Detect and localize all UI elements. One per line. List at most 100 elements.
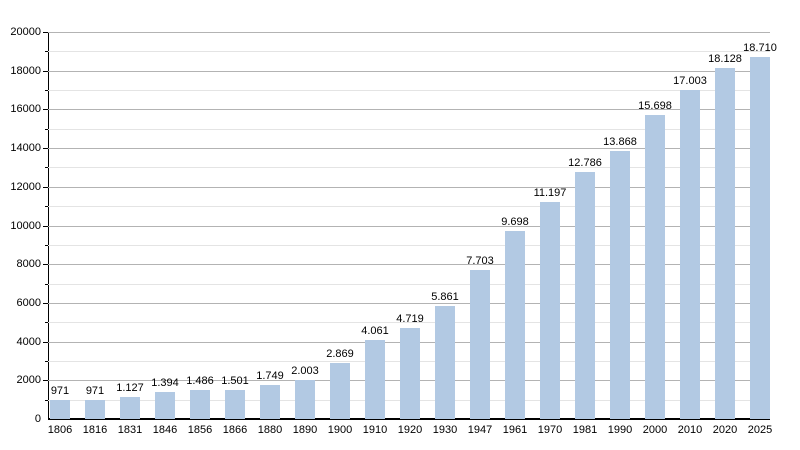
bar-value-label: 18.128	[708, 53, 742, 66]
bar-value-label: 971	[50, 385, 70, 398]
gridline-minor	[48, 206, 770, 208]
bar-1961	[505, 231, 525, 419]
x-axis-tick-label: 1866	[222, 424, 248, 436]
y-tick-major	[43, 32, 48, 33]
x-axis-tick-label: 1856	[187, 424, 213, 436]
bar-value-label: 5.861	[431, 290, 459, 303]
bar-value-label: 18.710	[743, 41, 777, 54]
bar-1880	[260, 385, 280, 419]
bar-2010	[680, 89, 700, 419]
y-tick-minor	[45, 399, 48, 401]
y-tick-minor	[45, 167, 48, 169]
bar-value-label: 15.698	[638, 100, 672, 113]
x-axis-tick-label: 1930	[432, 424, 458, 436]
bar-1846	[155, 392, 175, 419]
y-axis-tick-label: 10000	[10, 219, 41, 232]
x-axis-line	[48, 418, 770, 420]
y-tick-minor	[45, 51, 48, 53]
bar-value-label: 4.061	[361, 325, 389, 338]
y-axis-tick-label: 6000	[16, 296, 41, 309]
x-axis-tick-label: 1880	[257, 424, 283, 436]
y-tick-minor	[45, 206, 48, 208]
bar-value-label: 2.003	[291, 365, 319, 378]
x-axis-tick-label: 1990	[607, 424, 633, 436]
bar-value-label: 2.869	[326, 348, 354, 361]
bar-1831	[120, 397, 140, 419]
y-tick-minor	[45, 128, 48, 130]
bar-1816	[85, 400, 105, 419]
y-tick-major	[43, 109, 48, 111]
bar-value-label: 1.127	[116, 382, 144, 395]
bar-1890	[295, 380, 315, 419]
gridline-major	[48, 32, 770, 33]
y-tick-major	[43, 225, 48, 227]
gridline-minor	[48, 90, 770, 92]
y-tick-major	[43, 70, 48, 72]
x-axis-tick-label: 2020	[712, 424, 738, 436]
x-axis-tick-label: 1947	[467, 424, 493, 436]
x-axis-tick-label: 1920	[397, 424, 423, 436]
y-tick-major	[43, 341, 48, 343]
x-axis-tick-label: 2025	[747, 424, 773, 436]
bar-value-label: 1.486	[186, 375, 214, 388]
y-tick-minor	[45, 360, 48, 362]
gridline-minor	[48, 51, 770, 53]
y-axis-tick-label: 4000	[16, 335, 41, 348]
gridline-minor	[48, 283, 770, 285]
x-axis-tick-label: 1961	[502, 424, 528, 436]
bar-value-label: 4.719	[396, 312, 424, 325]
gridline-minor	[48, 322, 770, 324]
bar-value-label: 9.698	[501, 216, 529, 229]
gridline-major	[48, 70, 770, 72]
bar-1920	[400, 327, 420, 419]
bar-value-label: 17.003	[673, 74, 707, 87]
bar-1947	[470, 269, 490, 419]
y-axis-tick-label: 20000	[10, 26, 41, 38]
x-axis-tick-label: 2010	[677, 424, 703, 436]
x-axis-tick-label: 1900	[327, 424, 353, 436]
bar-2000	[645, 115, 665, 419]
gridline-minor	[48, 244, 770, 246]
bar-1866	[225, 389, 245, 419]
gridline-major	[48, 148, 770, 150]
x-axis-tick-label: 1910	[362, 424, 388, 436]
y-tick-minor	[45, 322, 48, 324]
x-axis-tick-label: 1890	[292, 424, 318, 436]
x-axis-tick-label: 1816	[82, 424, 108, 436]
bar-value-label: 1.749	[256, 370, 284, 383]
gridline-major	[48, 264, 770, 266]
bar-value-label: 971	[85, 385, 105, 398]
gridline-major	[48, 109, 770, 111]
bar-1856	[190, 390, 210, 419]
bar-value-label: 1.394	[151, 377, 179, 390]
bar-1930	[435, 305, 455, 419]
y-tick-minor	[45, 244, 48, 246]
bar-2020	[715, 68, 735, 419]
y-tick-major	[43, 380, 48, 382]
gridline-minor	[48, 128, 770, 130]
bar-value-label: 1.501	[221, 374, 249, 387]
y-tick-minor	[45, 283, 48, 285]
gridline-minor	[48, 167, 770, 169]
x-axis-tick-label: 1846	[152, 424, 178, 436]
y-axis-tick-label: 14000	[10, 142, 41, 155]
y-tick-minor	[45, 90, 48, 92]
y-axis-tick-label: 16000	[10, 103, 41, 116]
y-tick-major	[43, 186, 48, 188]
y-axis-tick-label: 2000	[16, 374, 41, 387]
bar-1806	[50, 400, 70, 419]
bar-1981	[575, 171, 595, 419]
bar-1990	[610, 150, 630, 419]
gridline-major	[48, 225, 770, 227]
plot-area	[43, 32, 770, 420]
gridline-major	[48, 302, 770, 304]
x-axis-tick-label: 1806	[47, 424, 73, 436]
x-axis-tick-label: 1831	[117, 424, 143, 436]
y-tick-major	[43, 302, 48, 304]
bar-2025	[750, 56, 770, 419]
y-axis-tick-label: 12000	[10, 180, 41, 193]
bar-value-label: 11.197	[533, 187, 567, 200]
bar-1910	[365, 340, 385, 419]
x-axis-tick-label: 1970	[537, 424, 563, 436]
